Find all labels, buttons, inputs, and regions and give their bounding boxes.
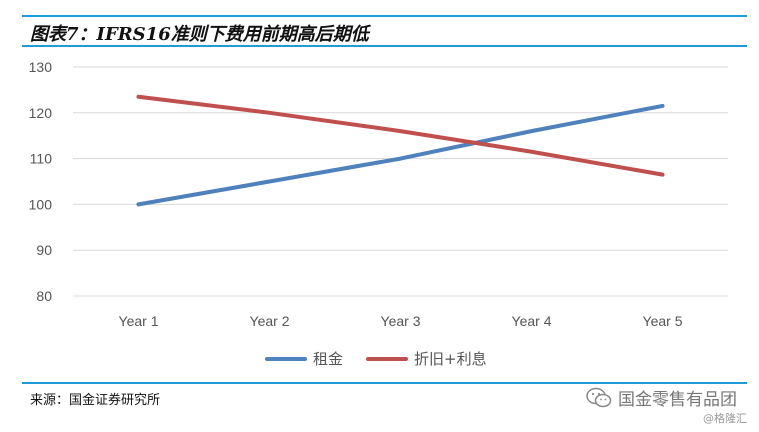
y-tick-label: 100 [29,196,53,212]
series-line-1 [136,94,665,177]
title-bar: 图表7：IFRS16准则下费用前期高后期低 [22,17,747,47]
watermark-sub: @格隆汇 [703,412,747,425]
y-tick-label: 80 [36,288,52,304]
legend-label: 租金 [313,350,343,368]
y-tick-label: 110 [30,151,53,167]
source-top-rule [22,382,747,384]
title-top-rule [22,15,747,17]
y-axis-ticks: 80 90 100 110 120 130 [29,59,53,304]
chart-title: 图表7：IFRS16准则下费用前期高后期低 [30,24,369,45]
x-axis-ticks: Year 1 Year 2 Year 3 Year 4 Year 5 [119,313,683,329]
x-tick-label: Year 1 [119,313,159,329]
y-tick-label: 130 [29,59,53,75]
watermark: 国金零售有品团 [586,385,737,410]
y-tick-label: 120 [29,105,53,121]
wechat-icon [586,387,612,407]
y-tick-label: 90 [36,242,52,258]
legend-label: 折旧+利息 [414,350,487,368]
series-line-0 [136,103,665,207]
source-note: 来源：国金证券研究所 [30,393,161,408]
x-tick-label: Year 2 [250,313,290,329]
series-lines [136,94,665,207]
x-tick-label: Year 4 [512,313,552,329]
watermark-text: 国金零售有品团 [618,390,737,410]
x-tick-label: Year 5 [643,313,683,329]
x-tick-label: Year 3 [381,313,421,329]
legend: 租金 折旧+利息 [265,350,487,368]
